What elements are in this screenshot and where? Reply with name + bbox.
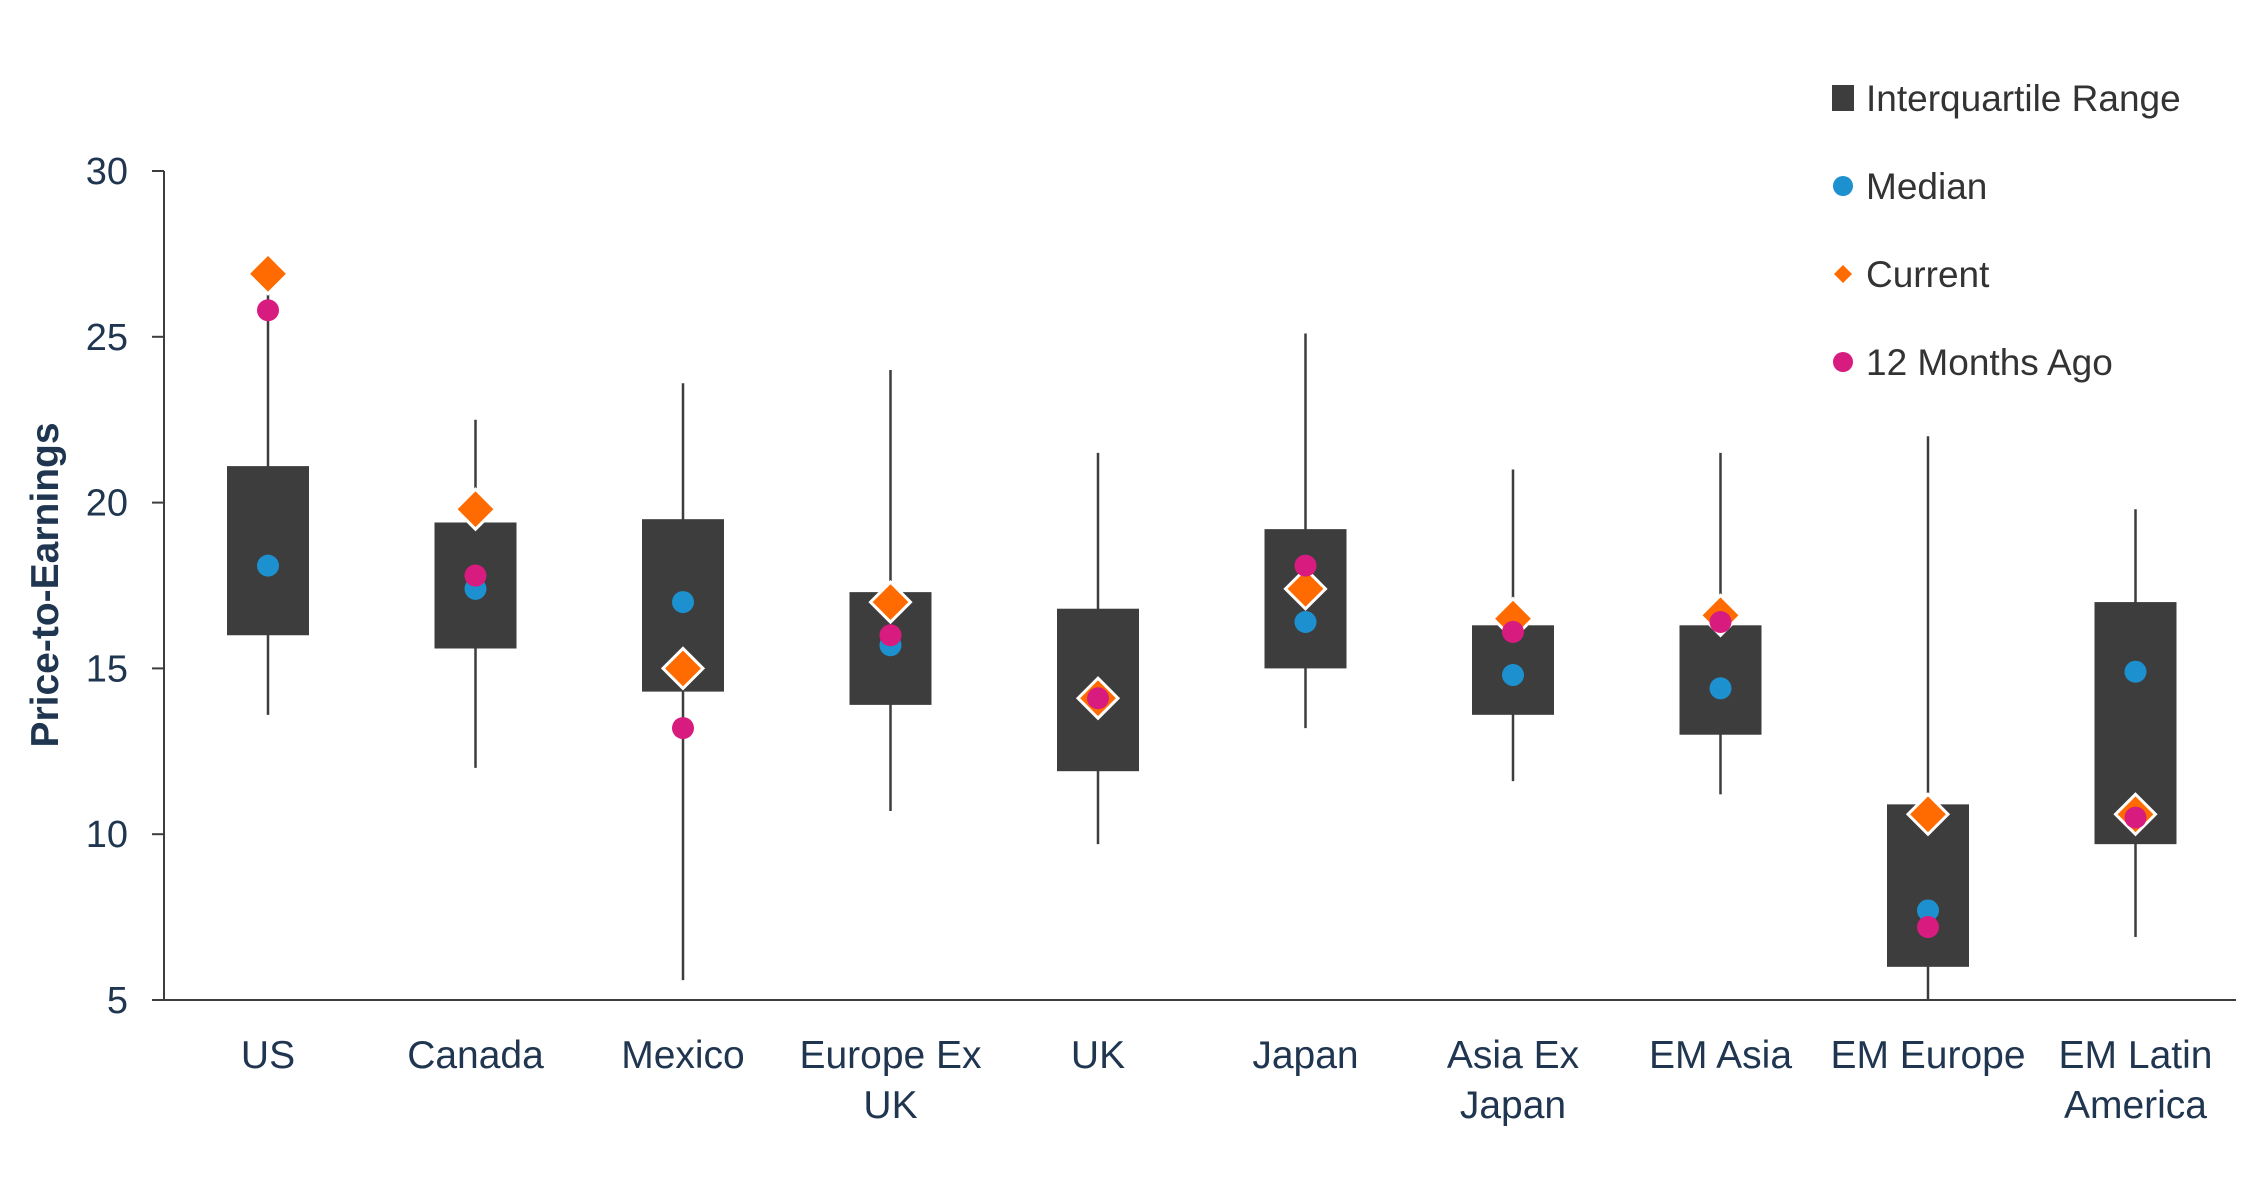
category-label: EM Europe <box>1830 1034 2025 1077</box>
median-point <box>1709 677 1732 700</box>
category-label: EM Asia <box>1649 1034 1792 1077</box>
median-point <box>1917 899 1939 922</box>
legend-label-median: Median <box>1866 166 1987 207</box>
y-tick-label: 5 <box>107 980 128 1022</box>
category-label: Europe Ex <box>799 1034 982 1077</box>
median-point <box>2124 660 2147 683</box>
plot-area: 5 10 15 20 25 30 US Canada Mexico Europe Ex UK UK Ja… <box>86 151 2236 1127</box>
current-marker <box>453 487 498 532</box>
legend-swatch-iqr <box>1832 85 1854 111</box>
ago-point <box>2124 806 2147 829</box>
category-label: UK <box>1071 1034 1125 1077</box>
legend-label-ago: 12 Months Ago <box>1866 342 2113 383</box>
iqr-box <box>227 466 309 636</box>
y-tick-label: 25 <box>86 317 128 359</box>
ago-point <box>879 624 902 647</box>
current-marker <box>1905 792 1951 837</box>
y-axis-title: Price-to-Earnings <box>24 422 67 747</box>
median-point <box>672 591 694 614</box>
category-label: Japan <box>1460 1084 1566 1127</box>
y-tick-label: 10 <box>86 814 128 856</box>
median-point <box>1502 664 1524 687</box>
category-label: UK <box>863 1084 917 1127</box>
current-marker <box>868 579 913 625</box>
category-label: Asia Ex <box>1447 1034 1580 1077</box>
category-label: US <box>241 1034 295 1077</box>
ago-point <box>257 299 279 322</box>
ago-point <box>1087 687 1109 710</box>
legend-swatch-median <box>1833 176 1853 196</box>
ago-point <box>464 564 487 587</box>
category-label: America <box>2064 1084 2207 1127</box>
y-tick-label: 20 <box>86 483 128 525</box>
current-marker <box>245 251 291 296</box>
current-marker <box>660 646 706 691</box>
ago-point <box>1917 916 1939 939</box>
legend-label-current: Current <box>1866 254 1990 295</box>
ago-point <box>1709 610 1732 633</box>
y-tick-label: 15 <box>86 648 128 690</box>
category-label: Canada <box>407 1034 544 1077</box>
category-label: Japan <box>1252 1034 1358 1077</box>
median-point <box>1294 610 1317 633</box>
ago-point <box>1502 620 1524 643</box>
category-label: EM Latin <box>2059 1034 2213 1077</box>
category-label: Mexico <box>621 1034 745 1077</box>
ago-point <box>672 717 694 740</box>
current-marker <box>1283 566 1328 611</box>
legend-label-iqr: Interquartile Range <box>1866 78 2181 119</box>
legend: Interquartile Range Median Current 12 Month… <box>1832 78 2181 383</box>
ago-point <box>1294 554 1317 577</box>
median-point <box>257 554 279 577</box>
legend-swatch-current <box>1834 265 1852 283</box>
y-tick-label: 30 <box>86 151 128 193</box>
legend-swatch-ago <box>1833 352 1853 372</box>
